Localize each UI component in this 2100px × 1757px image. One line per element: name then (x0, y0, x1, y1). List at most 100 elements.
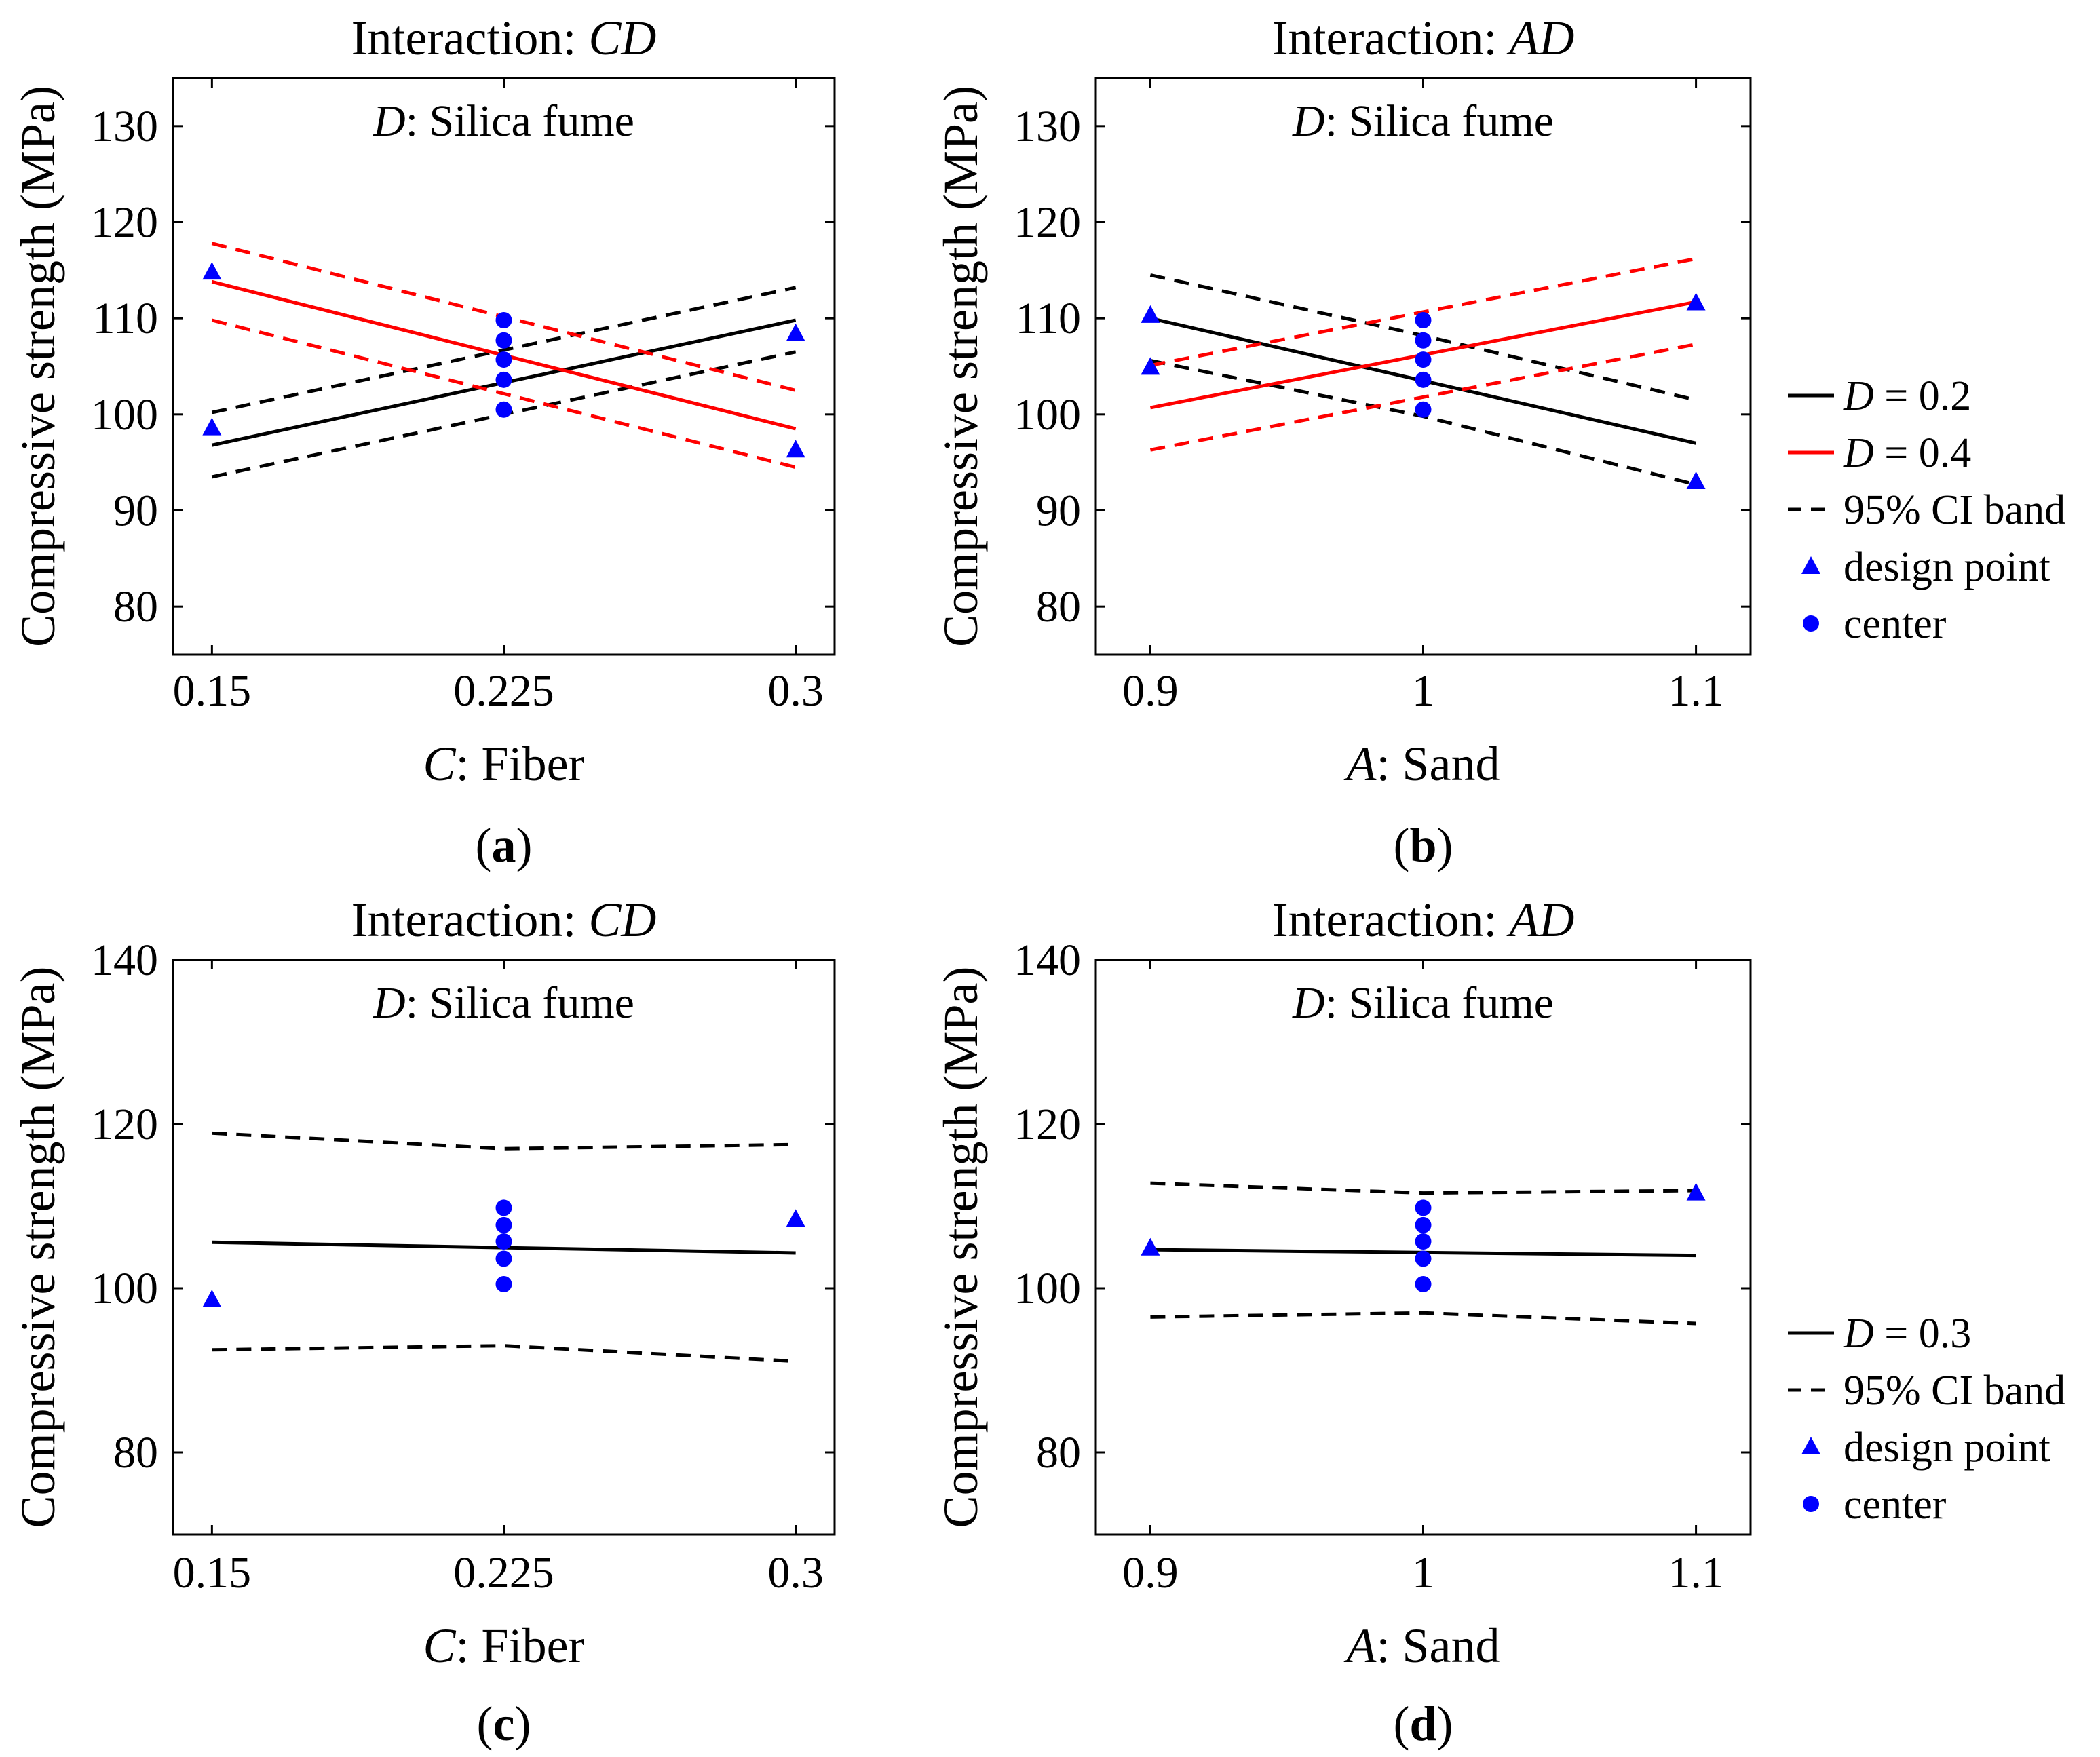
x-tick-label: 1.1 (1668, 666, 1724, 716)
chart-panel-a: Interaction: CD D: Silica fume 80 90 100 110 1… (11, 11, 836, 872)
center-point (495, 1233, 512, 1250)
legend-label: D = 0.2 (1843, 373, 1971, 419)
legend-label: design point (1844, 1425, 2050, 1471)
design-point (786, 440, 805, 458)
x-tick-label: 0.225 (453, 1548, 554, 1598)
ci-band-line (1149, 256, 1697, 368)
chart-panel-c: Interaction: CD D: Silica fume 80 100 120 140… (11, 893, 836, 1751)
x-axis-label: A: Sand (1344, 1619, 1500, 1673)
y-tick-label: 80 (113, 582, 158, 632)
legend-circle-icon (1803, 615, 1819, 632)
center-point (495, 351, 512, 368)
annotation-label: D: Silica fume (1292, 978, 1554, 1028)
x-tick-label: 1 (1412, 1548, 1434, 1598)
legend-triangle-icon (1801, 1437, 1820, 1454)
legend-1: D = 0.2 D = 0.4 95% CI band design point cen… (1788, 373, 2065, 647)
y-tick-label: 120 (91, 1100, 158, 1149)
y-tick-label: 130 (1014, 102, 1081, 151)
y-tick-label: 100 (1014, 390, 1081, 440)
y-axis-label: Compressive strength (MPa) (11, 85, 65, 647)
design-point (786, 1209, 805, 1227)
x-tick-label: 0.9 (1122, 1548, 1179, 1598)
x-tick-label: 0.3 (767, 1548, 824, 1598)
design-point (1686, 292, 1706, 311)
center-point (1415, 1216, 1432, 1233)
x-tick-label: 0.15 (173, 1548, 252, 1598)
design-point (202, 1289, 222, 1307)
x-tick-label: 1.1 (1668, 1548, 1724, 1598)
legend-label: 95% CI band (1844, 487, 2065, 533)
center-point (495, 371, 512, 388)
center-point (1415, 1275, 1432, 1292)
center-point (1415, 371, 1432, 388)
x-tick-label: 0.9 (1122, 666, 1179, 716)
y-axis-label: Compressive strength (MPa) (934, 967, 988, 1528)
center-point (495, 312, 512, 328)
legend-label: design point (1844, 544, 2050, 590)
y-axis-label: Compressive strength (MPa) (934, 85, 988, 647)
y-axis-label: Compressive strength (MPa) (11, 967, 65, 1528)
chart-title: Interaction: AD (1272, 11, 1575, 65)
annotation-label: D: Silica fume (1292, 96, 1554, 146)
center-point (1415, 332, 1432, 349)
ci-band-line (1150, 1311, 1696, 1326)
x-axis-label: A: Sand (1344, 737, 1500, 791)
center-point (1415, 1250, 1432, 1267)
y-tick-label: 80 (1036, 582, 1081, 632)
ci-band-line (211, 318, 797, 469)
ci-band-line (212, 1131, 796, 1151)
legend-label: D = 0.4 (1843, 430, 1971, 476)
legend-label: center (1844, 1482, 1947, 1528)
y-tick-label: 130 (91, 102, 158, 151)
panel-label: (b) (1393, 818, 1453, 872)
center-point (1415, 1233, 1432, 1250)
chart-title: Interaction: AD (1272, 893, 1575, 947)
center-point (1415, 351, 1432, 368)
center-point (1415, 401, 1432, 418)
center-point (495, 332, 512, 349)
design-point (202, 262, 222, 280)
y-tick-label: 120 (1014, 1100, 1081, 1149)
x-tick-label: 0.3 (767, 666, 824, 716)
design-point (1686, 1182, 1706, 1201)
center-point (1415, 312, 1432, 328)
y-tick-label: 100 (91, 1264, 158, 1313)
design-point (1141, 305, 1160, 323)
x-tick-label: 0.15 (173, 666, 252, 716)
ci-band-line (212, 1344, 796, 1364)
y-tick-label: 120 (91, 198, 158, 248)
ci-band-line (1149, 342, 1697, 452)
y-tick-label: 80 (1036, 1428, 1081, 1478)
y-tick-label: 110 (1015, 294, 1081, 343)
y-tick-label: 90 (113, 486, 158, 536)
y-tick-label: 140 (91, 935, 158, 985)
ci-band-line (211, 286, 797, 414)
x-axis-label: C: Fiber (423, 1619, 584, 1673)
ci-band-line (1150, 1181, 1696, 1195)
design-point (1141, 357, 1160, 375)
x-tick-label: 1 (1412, 666, 1434, 716)
x-tick-label: 0.225 (453, 666, 554, 716)
x-axis-label: C: Fiber (423, 737, 584, 791)
center-point (495, 1275, 512, 1292)
legend-circle-icon (1803, 1496, 1819, 1512)
center-point (495, 1216, 512, 1233)
design-point (202, 417, 222, 436)
chart-title: Interaction: CD (351, 11, 657, 65)
design-point (786, 323, 805, 341)
center-point (495, 401, 512, 418)
legend-label: center (1844, 601, 1947, 647)
y-tick-label: 140 (1014, 935, 1081, 985)
y-tick-label: 120 (1014, 198, 1081, 248)
panel-label: (d) (1393, 1697, 1453, 1751)
y-tick-label: 90 (1036, 486, 1081, 536)
annotation-label: D: Silica fume (373, 978, 634, 1028)
legend-label: D = 0.3 (1843, 1311, 1971, 1357)
design-point (1141, 1237, 1160, 1256)
y-tick-label: 110 (92, 294, 158, 343)
legend-triangle-icon (1801, 556, 1820, 574)
legend-2: D = 0.3 95% CI band design point center (1788, 1311, 2065, 1528)
chart-title: Interaction: CD (351, 893, 657, 947)
y-tick-label: 100 (1014, 1264, 1081, 1313)
